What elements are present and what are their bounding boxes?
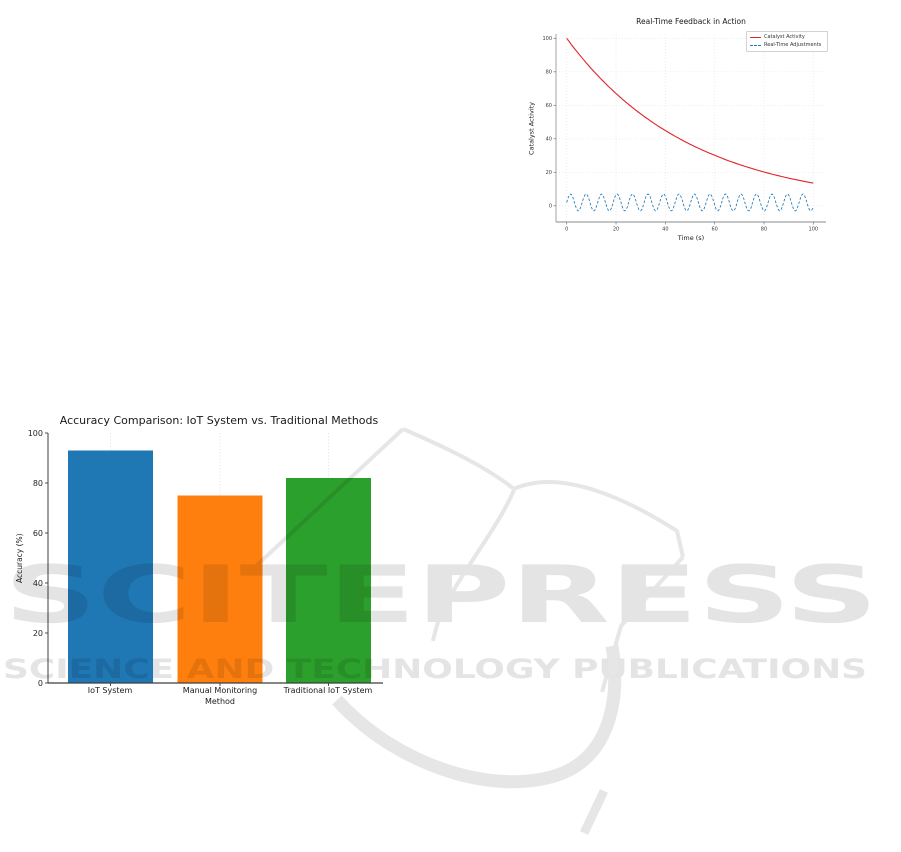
y-tick-label: 40 (33, 579, 43, 588)
line-chart-canvas: 0 20 40 60 80 100 0 20 40 60 80 100 (542, 34, 826, 233)
bar-chart-canvas: 0 20 40 60 80 100 (28, 429, 383, 688)
x-axis-label: Time (s) (677, 234, 705, 242)
x-tick-label: 100 (809, 227, 819, 233)
bar-1 (177, 495, 263, 683)
x-tick-label: 0 (565, 227, 568, 233)
x-tick-label: 40 (662, 227, 668, 233)
book-swoosh-tail (579, 789, 609, 835)
chart-title: Accuracy Comparison: IoT System vs. Trad… (59, 414, 379, 427)
category-label-iot-system: IoT System (87, 686, 133, 695)
category-label-traditional-iot: Traditional IoT System (283, 686, 373, 695)
y-tick-label: 60 (546, 103, 552, 109)
book-right-cover (513, 480, 685, 558)
book-right-lower-edge (600, 555, 685, 693)
series-line-catalyst-activity (566, 37, 814, 184)
figure-realtime-feedback: 0 20 40 60 80 100 0 20 40 60 80 100 Real-Time Feedb… (525, 8, 901, 254)
book-spine (431, 489, 516, 642)
legend-item-realtime-adjustments: Real-Time Adjustments (750, 43, 824, 48)
y-tick-label: 60 (33, 529, 43, 538)
chart-title: Real-Time Feedback in Action (636, 17, 746, 26)
chart-legend: Catalyst Activity Real-Time Adjustments (746, 31, 828, 52)
y-tick-label: 0 (549, 204, 552, 210)
legend-dashed-line-swatch (750, 45, 761, 46)
y-tick-label: 80 (546, 70, 552, 76)
y-axis-label: Catalyst Activity (527, 101, 536, 155)
x-tick-label: 60 (711, 227, 717, 233)
category-label-manual-monitoring: Manual Monitoring Method (182, 686, 258, 706)
legend-label: Real-Time Adjustments (764, 42, 822, 48)
series-line-realtime-adjustments (566, 193, 814, 212)
legend-solid-line-swatch (750, 37, 761, 38)
y-tick-label: 0 (38, 679, 43, 688)
y-tick-label: 20 (33, 629, 43, 638)
y-tick-label: 40 (546, 137, 552, 143)
y-tick-label: 100 (542, 36, 552, 42)
y-tick-label: 20 (546, 170, 552, 176)
y-tick-label: 100 (28, 429, 43, 438)
bar-0 (68, 450, 153, 683)
figure-accuracy-comparison: 0 20 40 60 80 100 Accuracy Comparison: IoT Sy… (10, 408, 430, 714)
legend-label: Catalyst Activity (764, 34, 805, 40)
y-axis-label: Accuracy (%) (15, 533, 24, 583)
bar-2 (286, 478, 371, 683)
legend-item-catalyst-activity: Catalyst Activity (750, 35, 824, 40)
x-tick-label: 80 (761, 227, 767, 233)
x-tick-label: 20 (613, 227, 619, 233)
y-tick-label: 80 (33, 479, 43, 488)
